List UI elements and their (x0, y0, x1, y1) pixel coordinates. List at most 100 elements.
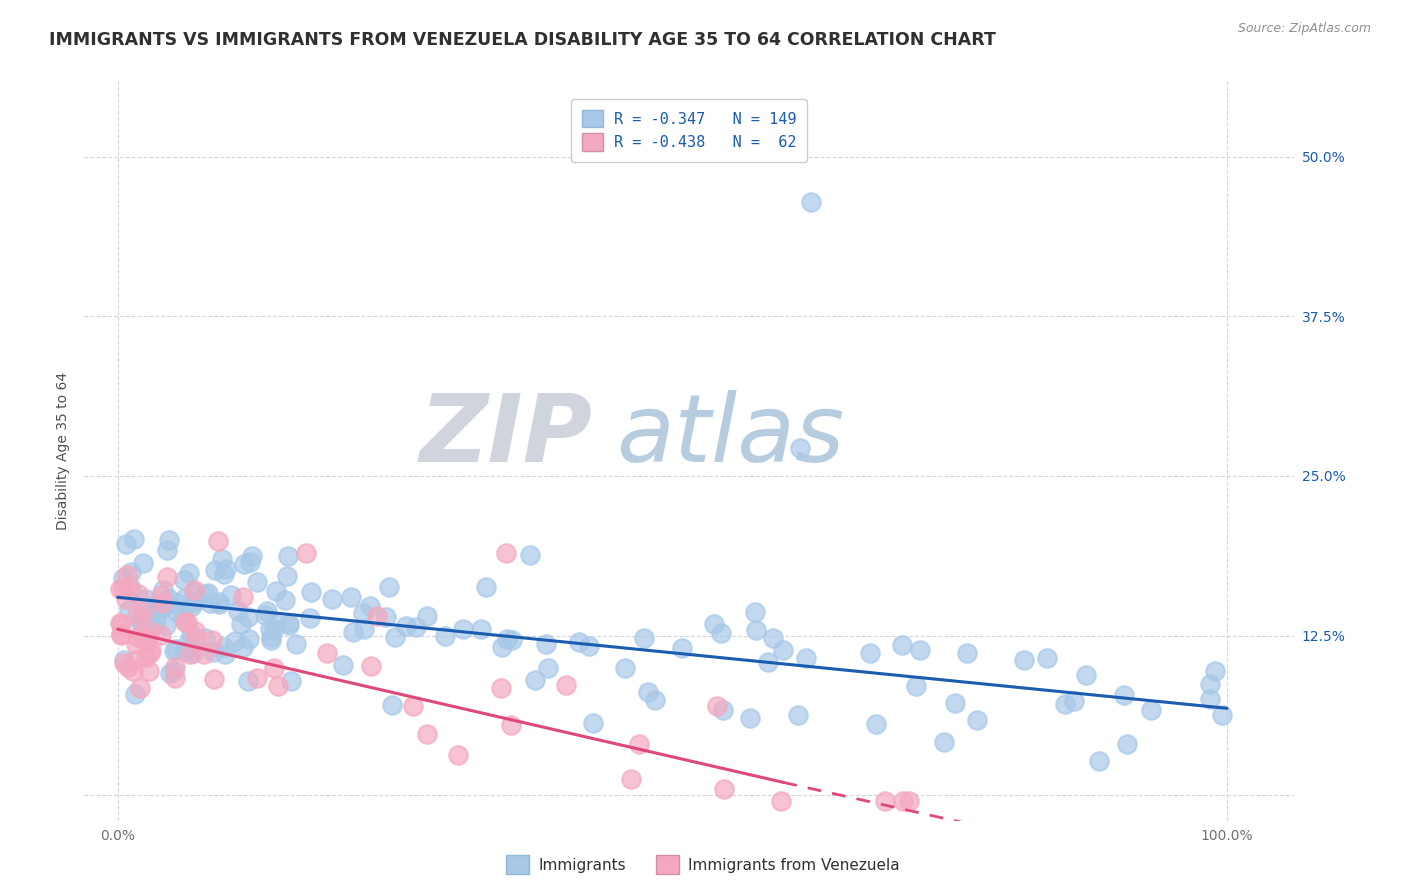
Point (260, 630, 283, 644)
Point (165, 641, 187, 656)
Point (1012, 653, 1035, 667)
Point (943, 696, 966, 710)
Point (157, 591, 180, 606)
Point (183, 595, 205, 609)
Point (201, 645, 224, 659)
Point (555, 677, 578, 691)
Point (433, 629, 456, 643)
Text: Source: ZipAtlas.com: Source: ZipAtlas.com (1237, 22, 1371, 36)
Point (671, 640, 693, 655)
Point (891, 795, 914, 809)
Point (114, 537, 136, 551)
Point (162, 664, 184, 678)
Point (703, 617, 725, 632)
Point (710, 625, 733, 640)
Point (787, 708, 810, 723)
Point (637, 685, 659, 699)
Point (180, 626, 202, 640)
Point (1036, 651, 1059, 665)
Point (214, 640, 236, 655)
Point (238, 632, 260, 646)
Point (135, 592, 157, 607)
Point (536, 637, 558, 651)
Point (274, 593, 297, 607)
Point (176, 615, 198, 629)
Point (207, 597, 229, 611)
Point (208, 594, 231, 608)
Point (891, 638, 914, 652)
Point (1088, 754, 1111, 768)
Point (908, 643, 931, 657)
Point (713, 781, 735, 796)
Point (166, 596, 188, 610)
Point (332, 658, 354, 673)
Point (177, 634, 200, 648)
Point (496, 632, 519, 646)
Point (711, 703, 734, 717)
Point (108, 582, 131, 596)
Point (139, 643, 162, 657)
Point (284, 637, 307, 651)
Point (163, 671, 186, 685)
Point (214, 567, 236, 582)
Point (115, 567, 138, 582)
Point (524, 673, 547, 687)
Point (143, 599, 166, 613)
Point (1063, 694, 1085, 708)
Point (200, 596, 222, 610)
Point (1211, 707, 1233, 722)
Point (233, 558, 256, 572)
Point (475, 580, 498, 594)
Point (239, 555, 262, 569)
Point (277, 549, 299, 564)
Point (794, 650, 817, 665)
Point (800, 194, 823, 209)
Point (246, 671, 269, 685)
Point (1198, 691, 1220, 706)
Point (267, 679, 290, 693)
Y-axis label: Disability Age 35 to 64: Disability Age 35 to 64 (56, 371, 70, 530)
Point (180, 599, 202, 613)
Point (395, 619, 418, 633)
Point (384, 630, 406, 644)
Point (644, 693, 666, 707)
Point (194, 587, 217, 601)
Point (352, 606, 374, 620)
Point (156, 543, 179, 558)
Point (150, 628, 173, 642)
Point (451, 622, 474, 636)
Point (180, 642, 202, 657)
Point (1054, 698, 1077, 712)
Point (128, 681, 150, 695)
Point (110, 628, 132, 642)
Point (260, 632, 283, 647)
Point (298, 611, 321, 625)
Point (183, 582, 205, 597)
Point (155, 598, 177, 612)
Point (183, 584, 205, 599)
Point (359, 599, 381, 614)
Point (256, 604, 278, 618)
Point (202, 673, 225, 687)
Point (865, 717, 887, 731)
Point (174, 644, 197, 658)
Point (240, 549, 263, 563)
Point (129, 614, 152, 628)
Point (115, 592, 138, 607)
Point (875, 795, 897, 809)
Point (207, 533, 229, 548)
Point (578, 639, 600, 653)
Point (127, 607, 149, 622)
Point (139, 624, 162, 638)
Point (405, 620, 427, 634)
Point (124, 653, 146, 667)
Point (366, 609, 388, 624)
Text: atlas: atlas (616, 390, 845, 481)
Point (138, 664, 160, 678)
Point (374, 610, 396, 624)
Point (246, 574, 269, 589)
Point (141, 619, 163, 633)
Point (353, 623, 375, 637)
Point (125, 637, 148, 651)
Point (184, 632, 207, 647)
